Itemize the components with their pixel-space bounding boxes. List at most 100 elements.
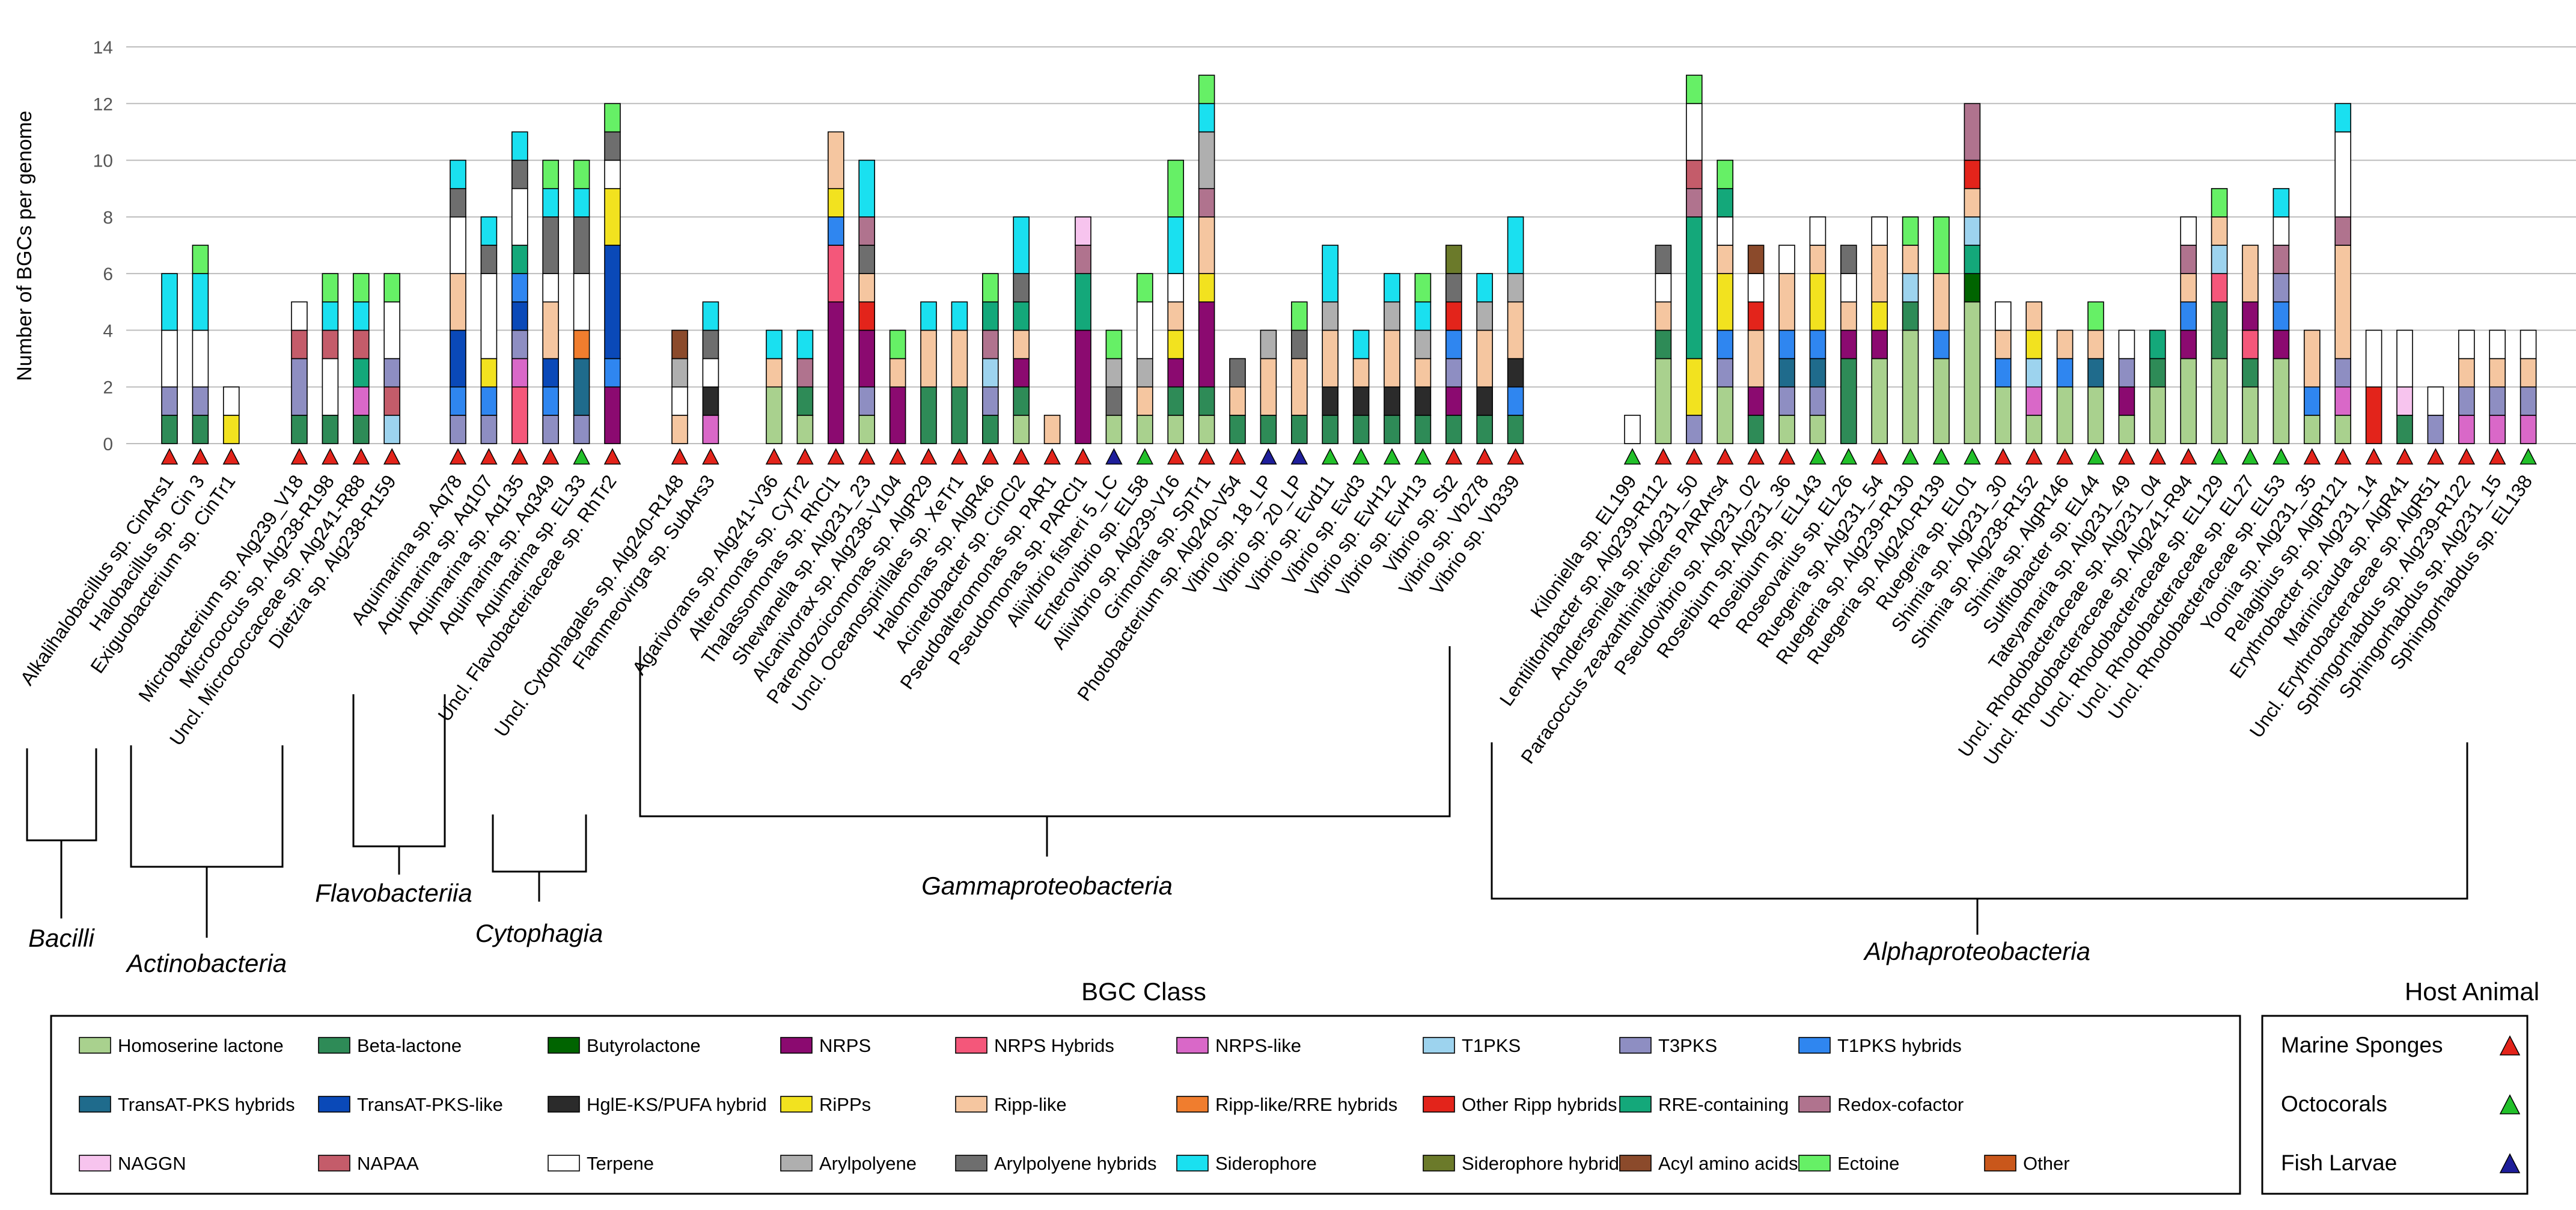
- bar-segment: [511, 188, 528, 246]
- legend-swatch: [79, 1037, 111, 1054]
- taxonomy-brackets: Bacilli Actinobacteria FlavobacteriiaCytop…: [26, 646, 2468, 977]
- bar-segment: [1198, 273, 1215, 303]
- bar-segment: [858, 159, 875, 218]
- bar-segment: [542, 415, 560, 444]
- legend-item: T1PKS: [1423, 1035, 1521, 1056]
- bar-stack: [1933, 216, 1950, 444]
- bar-segment: [1995, 301, 2012, 331]
- bar-stack: [2427, 386, 2444, 444]
- bar-segment: [1655, 273, 1672, 303]
- bar-segment: [1260, 329, 1277, 359]
- bar-segment: [1198, 131, 1215, 189]
- taxon-label: Actinobacteria: [125, 949, 287, 977]
- host-marker-sponge: [449, 448, 467, 465]
- legend-label: NAGGN: [118, 1153, 186, 1174]
- bar-stack: [1075, 216, 1091, 444]
- bars: [161, 75, 2537, 444]
- legend-label: Beta-lactone: [357, 1035, 462, 1056]
- host-marker-sponge: [981, 448, 1000, 465]
- y-axis: 0 2 4 6 8 10 12 14: [93, 38, 113, 454]
- bar-segment: [604, 386, 621, 444]
- y-tick-label: 8: [103, 208, 113, 228]
- bar-segment: [702, 329, 719, 359]
- bar-stack: [1871, 216, 1888, 444]
- bar-segment: [1445, 415, 1462, 444]
- host-marker-sponge: [1778, 448, 1796, 465]
- legend-label: Other: [2023, 1153, 2070, 1174]
- bar-segment: [1717, 216, 1733, 246]
- bar-segment: [1747, 386, 1765, 416]
- bar-stack: [1655, 245, 1672, 444]
- legend-item: NRPS: [780, 1035, 871, 1056]
- bar-segment: [2211, 188, 2228, 218]
- bar-segment: [383, 273, 401, 303]
- host-marker-sponge: [2179, 448, 2197, 465]
- bar-segment: [2056, 358, 2074, 388]
- bar-segment: [1476, 273, 1493, 303]
- legend-item: Homoserine lactone: [79, 1035, 284, 1056]
- bar-segment: [2149, 386, 2166, 444]
- bar-segment: [2334, 415, 2351, 444]
- bar-segment: [192, 386, 209, 416]
- bar-stack: [1105, 329, 1123, 444]
- bar-segment: [2211, 358, 2228, 444]
- bar-segment: [2242, 329, 2259, 359]
- bar-segment: [2025, 358, 2042, 388]
- bar-segment: [1809, 216, 1827, 246]
- bar-segment: [1995, 358, 2012, 388]
- bar-segment: [2489, 329, 2506, 359]
- host-marker-sponge: [1747, 448, 1765, 465]
- legend-label: TransAT-PKS hybrids: [118, 1094, 295, 1115]
- bar-segment: [2334, 216, 2351, 246]
- bar-segment: [322, 415, 339, 444]
- bar-segment: [604, 245, 621, 359]
- bar-segment: [1624, 415, 1641, 444]
- bar-segment: [1964, 188, 1981, 218]
- host-animal-legend-title: Host Animal: [2405, 977, 2539, 1006]
- bar-segment: [511, 301, 528, 331]
- host-legend-item: Fish Larvae: [2281, 1150, 2521, 1175]
- bar-segment: [1995, 386, 2012, 444]
- bar-stack: [1414, 273, 1432, 444]
- legend-swatch: [1423, 1096, 1455, 1113]
- bar-segment: [1809, 415, 1827, 444]
- host-marker-sponge: [2056, 448, 2074, 465]
- bar-segment: [1686, 358, 1703, 416]
- bar-segment: [1198, 75, 1215, 105]
- bar-stack: [1840, 245, 1857, 444]
- host-marker-coral: [1840, 448, 1858, 465]
- bar-stack: [702, 301, 719, 444]
- bar-segment: [1384, 273, 1400, 303]
- host-marker-sponge: [889, 448, 906, 465]
- host-marker-coral: [1623, 448, 1641, 465]
- bar-segment: [2025, 415, 2042, 444]
- legend-item: Arylpolyene hybrids: [955, 1153, 1157, 1174]
- bar-segment: [450, 216, 466, 274]
- bar-segment: [542, 273, 560, 303]
- bar-segment: [1105, 358, 1123, 388]
- bar-segment: [1717, 386, 1733, 444]
- bar-segment: [828, 245, 844, 303]
- bar-segment: [1105, 329, 1123, 359]
- legend-label: HglE-KS/PUFA hybrid: [587, 1094, 767, 1115]
- bar-segment: [1809, 358, 1827, 388]
- bar-segment: [192, 245, 209, 274]
- bar-segment: [858, 245, 875, 274]
- bar-segment: [1105, 415, 1123, 444]
- bar-stack: [1260, 329, 1277, 444]
- bar-segment: [1655, 358, 1672, 444]
- legend-item: Acyl amino acids: [1619, 1153, 1798, 1174]
- bar-segment: [1686, 75, 1703, 105]
- bar-stack: [1137, 273, 1153, 444]
- bar-segment: [2056, 329, 2074, 359]
- bar-segment: [2242, 245, 2259, 303]
- bgc-class-legend: Homoserine lactone Beta-lactone Butyrolact…: [79, 1035, 2070, 1174]
- bar-stack: [2396, 329, 2413, 444]
- legend-swatch: [1984, 1155, 2016, 1172]
- host-marker-coral: [2211, 448, 2228, 465]
- host-marker-sponge: [2118, 448, 2135, 465]
- bar-segment: [1686, 159, 1703, 189]
- host-marker-coral: [2272, 448, 2290, 465]
